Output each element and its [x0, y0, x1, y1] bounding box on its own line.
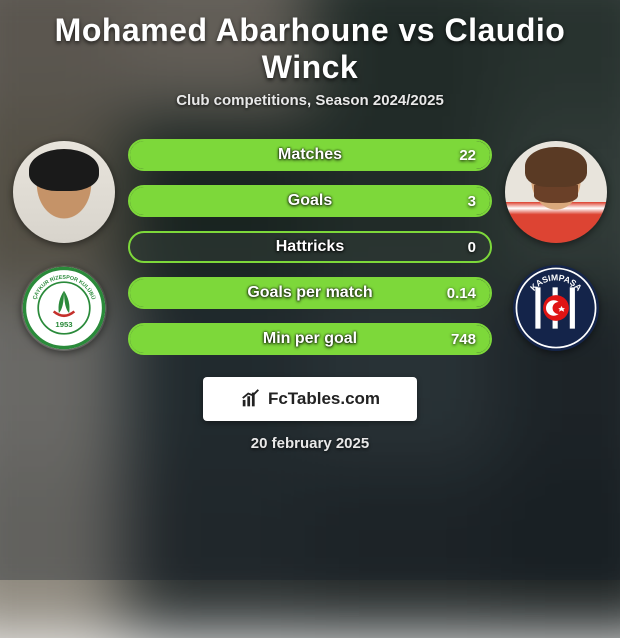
right-column: KASIMPAŞA	[500, 137, 612, 351]
stat-bar-label: Matches	[130, 146, 490, 164]
stat-bar-value-right: 0.14	[447, 285, 476, 302]
brand-badge[interactable]: FcTables.com	[203, 377, 417, 421]
subtitle: Club competitions, Season 2024/2025	[0, 92, 620, 109]
stat-bar: Goals per match0.14	[128, 277, 492, 309]
brand-text: FcTables.com	[268, 389, 380, 409]
content: Mohamed Abarhoune vs Claudio Winck Club …	[0, 8, 620, 580]
svg-text:1953: 1953	[55, 320, 73, 329]
stat-bar: Hattricks0	[128, 231, 492, 263]
date-text: 20 february 2025	[0, 435, 620, 452]
stat-bar: Matches22	[128, 139, 492, 171]
stat-bar-value-right: 748	[451, 331, 476, 348]
rizespor-badge-icon: 1953 ÇAYKUR RİZESPOR KULÜBÜ	[21, 265, 107, 351]
left-column: 1953 ÇAYKUR RİZESPOR KULÜBÜ	[8, 137, 120, 351]
player-left-avatar	[13, 141, 115, 243]
club-right-badge: KASIMPAŞA	[513, 265, 599, 351]
chart-icon	[240, 388, 262, 410]
stat-bar-value-right: 22	[459, 147, 476, 164]
club-left-badge: 1953 ÇAYKUR RİZESPOR KULÜBÜ	[21, 265, 107, 351]
stat-bar-label: Min per goal	[130, 330, 490, 348]
stat-bar: Min per goal748	[128, 323, 492, 355]
stat-bar: Goals3	[128, 185, 492, 217]
comparison-card: Mohamed Abarhoune vs Claudio Winck Club …	[0, 0, 620, 580]
page-title: Mohamed Abarhoune vs Claudio Winck	[0, 8, 620, 92]
player-right-avatar	[505, 141, 607, 243]
stat-bar-value-right: 0	[468, 239, 476, 256]
kasimpasa-badge-icon: KASIMPAŞA	[513, 265, 599, 351]
stat-bar-label: Goals per match	[130, 284, 490, 302]
stat-bars: Matches22 Goals3 Hattricks0 Goals per match…	[120, 137, 500, 355]
comparison-row: 1953 ÇAYKUR RİZESPOR KULÜBÜ Matches22 Goa…	[0, 137, 620, 355]
stat-bar-label: Goals	[130, 192, 490, 210]
stat-bar-value-right: 3	[468, 193, 476, 210]
stat-bar-label: Hattricks	[130, 238, 490, 256]
